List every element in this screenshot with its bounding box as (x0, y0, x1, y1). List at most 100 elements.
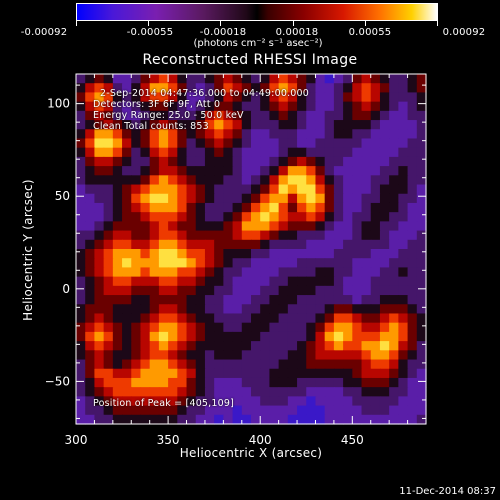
heatmap-cell (269, 368, 280, 379)
heatmap-cell (177, 239, 188, 250)
heatmap-cell (140, 92, 151, 103)
heatmap-cell (76, 341, 86, 351)
heatmap-cell (241, 295, 252, 305)
heatmap-cell (158, 138, 169, 149)
heatmap-cell (177, 138, 188, 149)
heatmap-cell (269, 267, 280, 278)
heatmap-cell (94, 147, 105, 158)
heatmap-cell (177, 304, 188, 315)
heatmap-cell (361, 331, 372, 342)
heatmap-cell (85, 166, 96, 176)
heatmap-cell (168, 230, 178, 241)
heatmap-cell (158, 156, 169, 167)
heatmap-cell (158, 193, 169, 204)
heatmap-cell (94, 276, 105, 287)
heatmap-cell (389, 341, 399, 351)
heatmap-cell (103, 304, 114, 315)
heatmap-cell (186, 414, 197, 425)
heatmap-cell (251, 295, 261, 305)
heatmap-cell (333, 313, 344, 324)
heatmap-cell (398, 405, 409, 416)
heatmap-cell (287, 138, 298, 149)
heatmap-cell (379, 331, 390, 342)
heatmap-cell (241, 175, 252, 186)
heatmap-cell (343, 175, 353, 186)
colorbar-tick-label: 0.00092 (442, 27, 486, 38)
heatmap-cell (269, 101, 280, 112)
heatmap-cell (352, 212, 363, 222)
heatmap-cell (407, 276, 418, 287)
heatmap-cell (361, 110, 372, 121)
heatmap-cell (416, 74, 427, 84)
heatmap-cell (315, 368, 326, 379)
heatmap-cell (195, 359, 206, 370)
heatmap-cell (103, 230, 114, 241)
heatmap-cell (370, 147, 381, 158)
heatmap-cell (232, 377, 243, 388)
heatmap-cell (186, 92, 197, 103)
axis-ticks (75, 74, 427, 424)
heatmap-cell (343, 101, 353, 112)
heatmap-cell (241, 249, 252, 259)
heatmap-cell (251, 249, 261, 259)
heatmap-cell (370, 175, 381, 186)
heatmap-cell (379, 166, 390, 176)
heatmap-cell (407, 322, 418, 333)
heatmap-cell (76, 212, 86, 222)
heatmap-cell (297, 83, 307, 94)
heatmap-cell (370, 414, 381, 425)
heatmap-cell (352, 295, 363, 305)
heatmap-cell (361, 129, 372, 140)
heatmap-cell (103, 101, 114, 112)
heatmap-cell (232, 249, 243, 259)
heatmap-cell (140, 239, 151, 250)
heatmap-cell (232, 166, 243, 176)
heatmap-cell (333, 276, 344, 287)
heatmap-cell (278, 101, 289, 112)
heatmap-cell (352, 83, 363, 94)
heatmap-cell (370, 396, 381, 407)
heatmap-cell (352, 239, 363, 250)
heatmap-cell (379, 405, 390, 416)
heatmap-cell (361, 396, 372, 407)
heatmap-cell (195, 304, 206, 315)
heatmap-cell (398, 92, 409, 103)
heatmap-cell (251, 239, 261, 250)
heatmap-cell (204, 249, 215, 259)
heatmap-cell (315, 147, 326, 158)
heatmap-cell (287, 313, 298, 324)
heatmap-cell (131, 387, 142, 397)
heatmap-cell (149, 414, 160, 425)
heatmap-cell (297, 230, 307, 241)
heatmap-cell (324, 387, 335, 397)
heatmap-cell (195, 341, 206, 351)
heatmap-cell (214, 212, 224, 222)
heatmap-cell (352, 138, 363, 149)
heatmap-cell (269, 414, 280, 425)
heatmap-cell (324, 156, 335, 167)
colorbar-tick-label: 0.00018 (275, 27, 319, 38)
heatmap-cell (324, 414, 335, 425)
heatmap-cell (287, 212, 298, 222)
heatmap-cell (94, 92, 105, 103)
heatmap-cell (251, 350, 261, 361)
heatmap-cell (297, 120, 307, 130)
heatmap-cell (324, 129, 335, 140)
heatmap-cell (168, 341, 178, 351)
heatmap-cell (324, 396, 335, 407)
heatmap-cell (416, 202, 427, 213)
heatmap-cell (103, 341, 114, 351)
heatmap-cell (379, 239, 390, 250)
heatmap-cell (140, 414, 151, 425)
heatmap-cell (177, 156, 188, 167)
heatmap-cell (186, 350, 197, 361)
heatmap-cell (352, 341, 363, 351)
heatmap-cell (214, 331, 224, 342)
heatmap-cell (324, 92, 335, 103)
heatmap-cell (214, 341, 224, 351)
heatmap-cell (186, 304, 197, 315)
heatmap-cell (297, 221, 307, 232)
heatmap-cell (333, 110, 344, 121)
heatmap-cell (232, 156, 243, 167)
heatmap-cell (278, 377, 289, 388)
